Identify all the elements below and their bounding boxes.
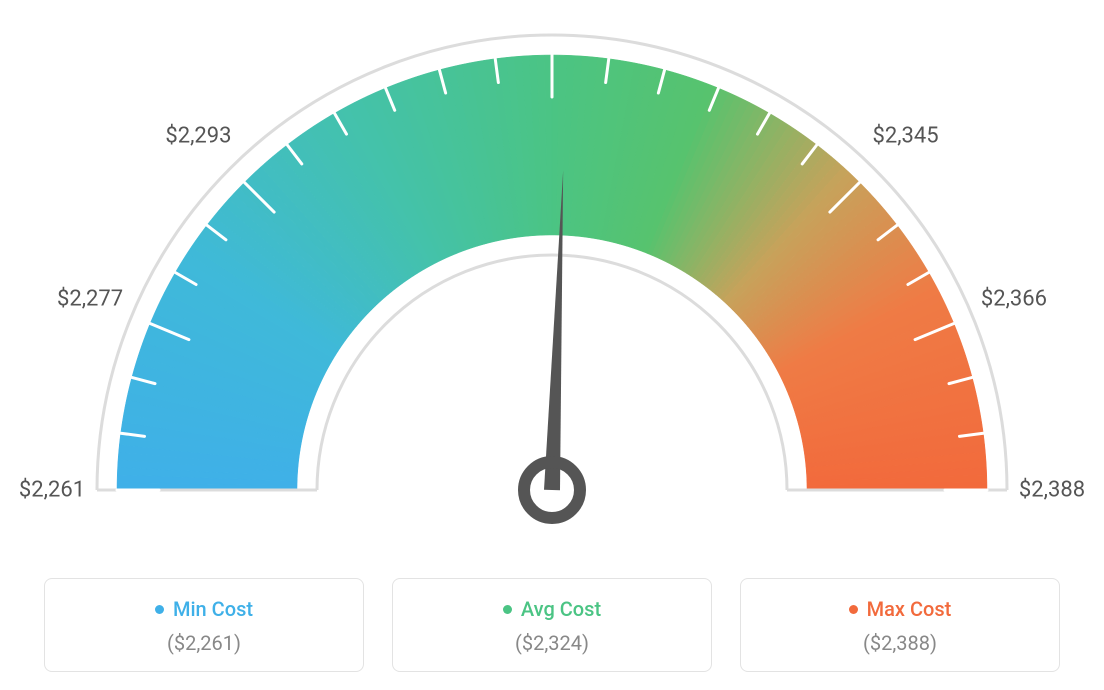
dot-icon [849,605,858,614]
max-cost-card: Max Cost ($2,388) [740,578,1060,672]
max-cost-title: Max Cost [741,597,1059,621]
gauge-tick-label: $2,345 [872,124,938,149]
min-cost-label: Min Cost [173,597,253,621]
gauge-svg [0,0,1104,560]
summary-cards-row: Min Cost ($2,261) Avg Cost ($2,324) Max … [0,578,1104,672]
min-cost-card: Min Cost ($2,261) [44,578,364,672]
min-cost-value: ($2,261) [45,631,363,655]
dot-icon [155,605,164,614]
avg-cost-value: ($2,324) [393,631,711,655]
avg-cost-title: Avg Cost [393,597,711,621]
gauge-tick-label: $2,261 [19,478,85,503]
max-cost-label: Max Cost [867,597,952,621]
gauge-tick-label: $2,277 [57,286,123,311]
avg-cost-card: Avg Cost ($2,324) [392,578,712,672]
gauge-tick-label: $2,388 [1019,478,1085,503]
gauge-chart: $2,261 $2,277 $2,293 $2,324 $2,345 $2,366 $2,3… [0,0,1104,560]
gauge-tick-label: $2,324 [519,0,585,3]
gauge-tick-label: $2,293 [165,124,231,149]
dot-icon [503,605,512,614]
gauge-tick-label: $2,366 [981,286,1047,311]
min-cost-title: Min Cost [45,597,363,621]
max-cost-value: ($2,388) [741,631,1059,655]
avg-cost-label: Avg Cost [521,597,601,621]
